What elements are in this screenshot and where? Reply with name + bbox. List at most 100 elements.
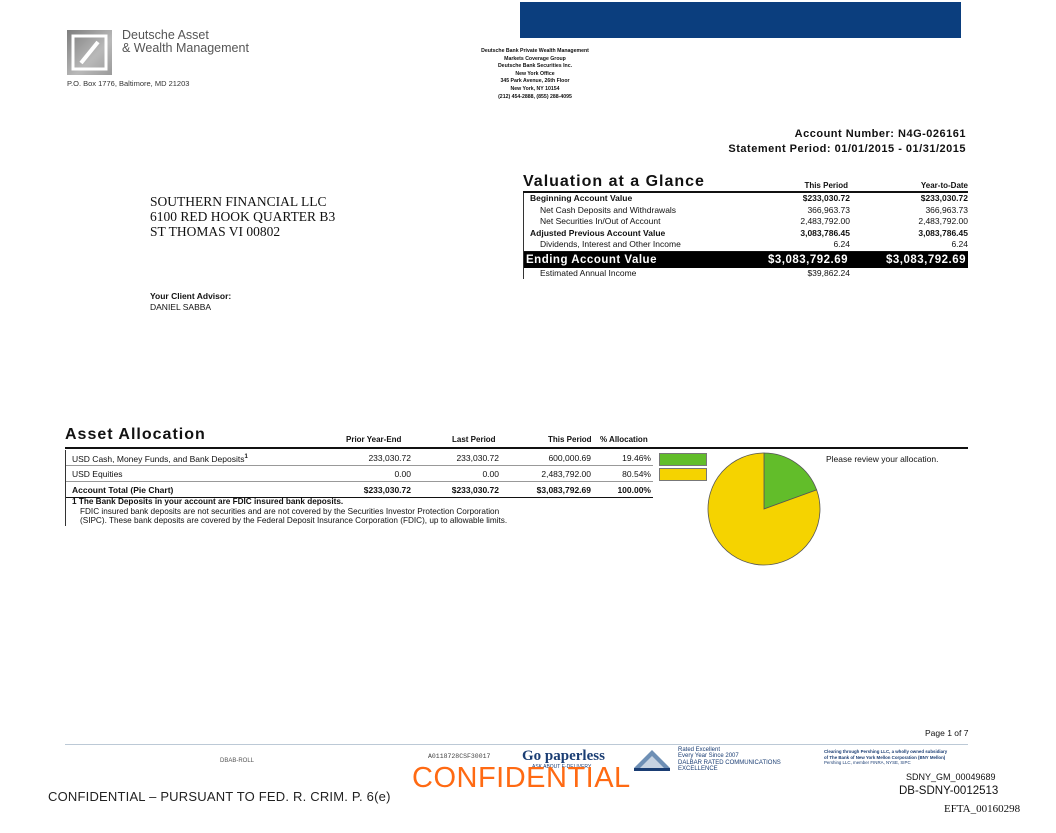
- valuation-table: Valuation at a Glance This Period Year-t…: [523, 173, 968, 279]
- divider: [523, 191, 968, 193]
- last-value: 0.00: [482, 468, 499, 479]
- client-address: SOUTHERN FINANCIAL LLC 6100 RED HOOK QUA…: [150, 194, 335, 239]
- column-last-period: Last Period: [452, 435, 496, 444]
- bank-line: (212) 454-2888, (855) 288-4095: [498, 93, 572, 100]
- row-period-value: 366,963.73: [807, 204, 850, 215]
- column-this-period: This Period: [804, 181, 848, 190]
- dalbar-line: Rated Excellent: [678, 747, 721, 753]
- page-number: Page 1 of 7: [925, 728, 969, 738]
- column-ytd: Year-to-Date: [920, 181, 968, 190]
- bank-line: 345 Park Avenue, 26th Floor: [500, 78, 570, 85]
- row-label: Estimated Annual Income: [540, 267, 637, 278]
- confidentiality-notice: CONFIDENTIAL – PURSUANT TO FED. R. CRIM.…: [48, 789, 391, 804]
- brand-line-1: Deutsche Asset: [122, 28, 209, 42]
- advisor-label: Your Client Advisor:: [150, 291, 232, 301]
- footnote-number: 1: [72, 497, 77, 506]
- row-ytd-value: $3,083,792.69: [885, 253, 966, 266]
- deutsche-bank-logo: [67, 30, 112, 75]
- allocation-pct: 80.54%: [622, 468, 651, 479]
- go-paperless-logo: Go paperless: [522, 748, 605, 764]
- asset-allocation-title: Asset Allocation: [65, 426, 206, 443]
- prior-value: 233,030.72: [368, 452, 411, 463]
- row-label: Beginning Account Value: [530, 193, 633, 203]
- row-ytd-value: 6.24: [951, 239, 968, 249]
- dalbar-seal-icon: [634, 750, 670, 771]
- legend-swatch-cash: [659, 453, 707, 466]
- row-label: Net Securities In/Out of Account: [540, 216, 661, 226]
- allocation-pct: 19.46%: [622, 452, 651, 463]
- document-code: A0118728CSF30017: [428, 753, 491, 760]
- dalbar-line: Every Year Since 2007: [678, 753, 739, 760]
- row-label: Account Total (Pie Chart): [72, 484, 174, 495]
- footnote-heading: The Bank Deposits in your account are FD…: [78, 497, 344, 506]
- pie-slice: [763, 452, 818, 510]
- table-row: USD Cash, Money Funds, and Bank Deposits…: [66, 450, 653, 466]
- row-period-value: 2,483,792.00: [800, 216, 850, 226]
- row-period-value: 3,083,786.45: [800, 227, 850, 238]
- row-label: Adjusted Previous Account Value: [530, 227, 666, 238]
- last-value: 233,030.72: [456, 452, 499, 463]
- table-row: Estimated Annual Income $39,862.24: [524, 268, 968, 280]
- allocation-pie-chart: [707, 452, 821, 566]
- pershing-disclosure: Clearing through Pershing LLC, a wholly …: [824, 749, 947, 766]
- prior-value: $233,030.72: [363, 484, 411, 495]
- this-value: 2,483,792.00: [541, 468, 591, 479]
- table-row: Adjusted Previous Account Value 3,083,78…: [524, 228, 968, 240]
- bank-line: New York Office: [515, 70, 555, 77]
- dalbar-line: DALBAR RATED COMMUNICATIONS: [678, 759, 781, 766]
- statement-period: Statement Period: 01/01/2015 - 01/31/201…: [728, 143, 966, 155]
- client-name: SOUTHERN FINANCIAL LLC: [150, 194, 327, 209]
- row-period-value: $3,083,792.69: [767, 253, 848, 266]
- valuation-title: Valuation at a Glance: [523, 173, 705, 190]
- po-box: P.O. Box 1776, Baltimore, MD 21203: [67, 79, 190, 88]
- row-period-value: $233,030.72: [802, 193, 850, 203]
- pie-slice: [707, 452, 821, 566]
- brand-name: Deutsche Asset & Wealth Management: [122, 29, 249, 55]
- advisor-name: DANIEL SABBA: [150, 302, 212, 312]
- table-row: Net Cash Deposits and Withdrawals 366,96…: [524, 205, 968, 217]
- footnote-line: FDIC insured bank deposits are not secur…: [80, 506, 500, 516]
- row-ytd-value: $233,030.72: [920, 193, 968, 203]
- confidential-stamp: CONFIDENTIAL: [412, 762, 631, 794]
- account-number: Account Number: N4G-026161: [794, 128, 966, 140]
- pershing-line: Clearing through Pershing LLC, a wholly …: [824, 749, 948, 754]
- ending-value-row: Ending Account Value $3,083,792.69 $3,08…: [524, 251, 968, 268]
- row-label-text: USD Cash, Money Funds, and Bank Deposits: [72, 453, 245, 464]
- dbab-code: DBAB-ROLL: [220, 758, 255, 764]
- column-this-period: This Period: [548, 435, 592, 444]
- footnote-line: (SIPC). These bank deposits are covered …: [80, 516, 508, 525]
- review-allocation-note: Please review your allocation.: [826, 454, 939, 464]
- this-value: $3,083,792.69: [536, 484, 591, 495]
- table-row: Net Securities In/Out of Account 2,483,7…: [524, 216, 968, 228]
- asset-allocation-table: USD Cash, Money Funds, and Bank Deposits…: [65, 450, 653, 498]
- dalbar-rating: Rated Excellent Every Year Since 2007 DA…: [678, 747, 781, 772]
- this-value: 600,000.69: [548, 452, 591, 463]
- client-address-line-2: ST THOMAS VI 00802: [150, 224, 281, 239]
- bates-number-3: EFTA_00160298: [944, 803, 1021, 815]
- footer-divider: [65, 744, 968, 745]
- footnote: 1 The Bank Deposits in your account are …: [65, 497, 507, 526]
- e-delivery-link: ASK ABOUT E-DELIVERY: [532, 764, 592, 770]
- bank-line: Markets Coverage Group: [504, 55, 566, 62]
- total-row: Account Total (Pie Chart) $233,030.72 $2…: [66, 482, 653, 498]
- last-value: $233,030.72: [451, 484, 499, 495]
- bates-number-1: SDNY_GM_00049689: [906, 772, 996, 782]
- row-ytd-value: 2,483,792.00: [918, 216, 968, 226]
- bates-number-2: DB-SDNY-0012513: [899, 785, 999, 797]
- row-label: Dividends, Interest and Other Income: [540, 239, 681, 249]
- allocation-pct: 100.00%: [617, 484, 651, 495]
- header-banner: [520, 2, 961, 38]
- row-label: Net Cash Deposits and Withdrawals: [540, 204, 677, 215]
- pershing-line: of The Bank of New York Mellon Corporati…: [824, 754, 946, 760]
- logo-slash-icon: [71, 34, 108, 71]
- row-label: Ending Account Value: [526, 253, 657, 266]
- client-advisor: Your Client Advisor: DANIEL SABBA: [150, 291, 231, 313]
- bank-line: New York, NY 10154: [510, 85, 560, 92]
- row-ytd-value: [850, 268, 968, 280]
- row-period-value: 6.24: [833, 239, 850, 249]
- table-row: USD Equities 0.00 0.00 2,483,792.00 80.5…: [66, 466, 653, 482]
- dalbar-line: EXCELLENCE: [678, 765, 718, 772]
- bank-line: Deutsche Bank Private Wealth Management: [481, 48, 589, 54]
- brand-line-2: & Wealth Management: [122, 41, 249, 55]
- legend-swatch-equities: [659, 468, 707, 481]
